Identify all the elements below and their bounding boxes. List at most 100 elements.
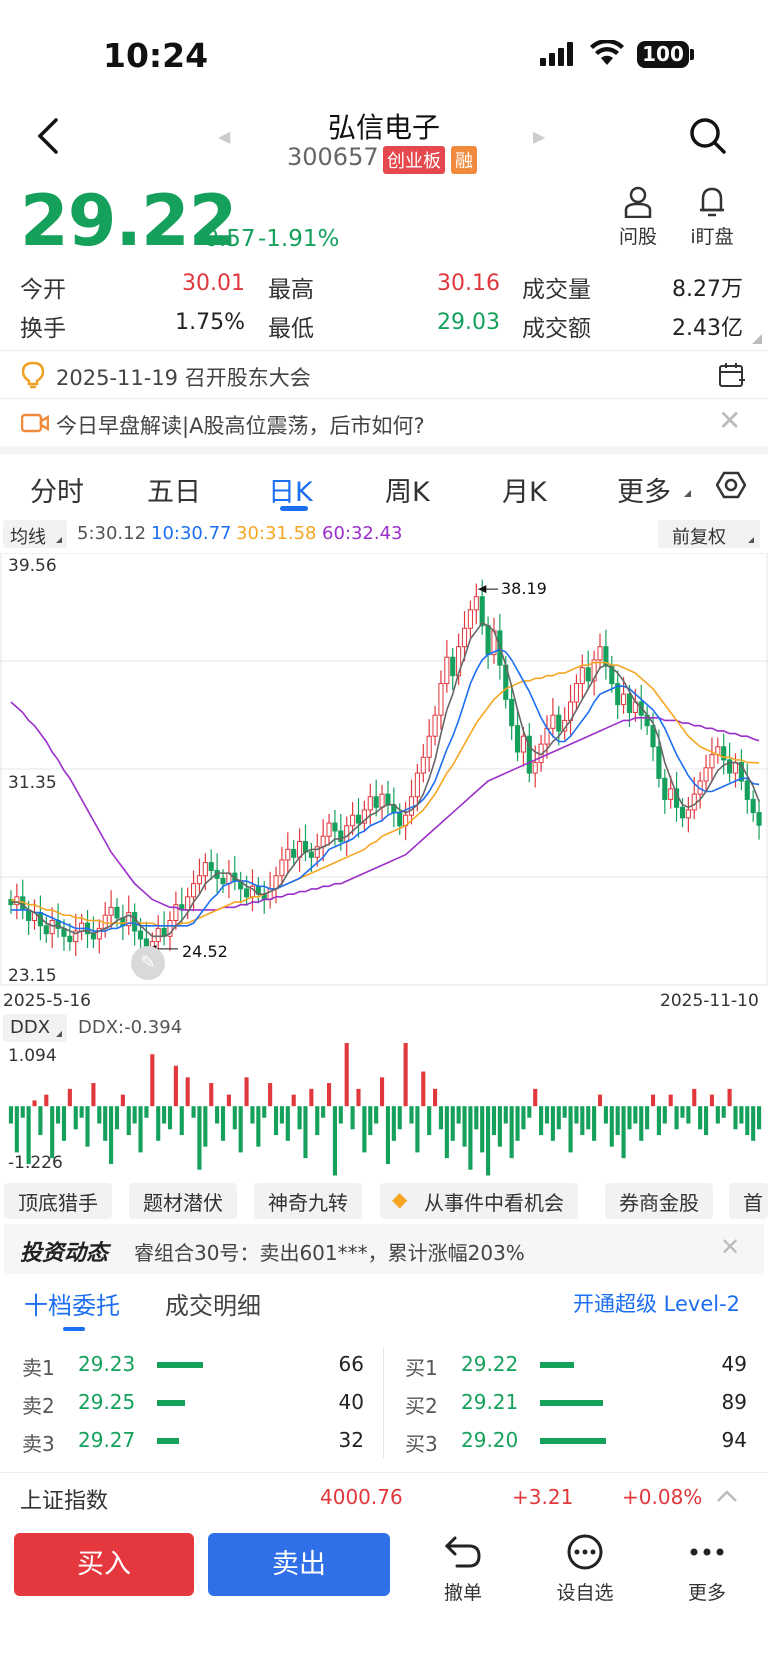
- ddx-bar: [14, 1106, 19, 1153]
- buy-row[interactable]: 买2 29.21 89: [405, 1388, 765, 1418]
- chart-frame: [0, 553, 768, 986]
- candle-body: [691, 793, 697, 811]
- ma-selector[interactable]: 均线: [3, 520, 67, 548]
- search-icon[interactable]: [688, 116, 728, 160]
- ddx-bar: [521, 1106, 526, 1130]
- ddx-bar: [556, 1106, 561, 1130]
- candle-body: [485, 625, 491, 656]
- video-icon: [21, 413, 49, 433]
- pill-theme-ambush[interactable]: 题材潜伏: [129, 1183, 237, 1219]
- candle-body: [450, 656, 456, 677]
- tab-trade-detail[interactable]: 成交明细: [165, 1292, 261, 1320]
- undo-icon: [444, 1536, 481, 1568]
- expand-corner-icon[interactable]: [752, 334, 762, 344]
- buy-row[interactable]: 买3 29.20 94: [405, 1426, 765, 1456]
- adjust-selector[interactable]: 前复权: [658, 520, 760, 548]
- buy-row[interactable]: 买1 29.22 49: [405, 1350, 765, 1380]
- candle-body: [373, 796, 379, 808]
- draw-tool-icon[interactable]: ✎: [131, 946, 165, 980]
- ddx-chart[interactable]: [0, 1043, 768, 1177]
- candle-body: [556, 714, 562, 732]
- index-bar[interactable]: 上证指数 4000.76 +3.21 +0.08%: [0, 1472, 768, 1520]
- tab-monthly-k[interactable]: 月K: [502, 477, 547, 508]
- tab-five-day[interactable]: 五日: [147, 477, 201, 508]
- level2-link[interactable]: 开通超级 Level-2: [573, 1292, 741, 1316]
- candle-body: [208, 862, 214, 871]
- sell-row[interactable]: 卖2 29.25 40: [22, 1388, 382, 1418]
- ddx-bar: [256, 1106, 261, 1147]
- turnover-value: 1.75%: [175, 310, 245, 335]
- ddx-selector[interactable]: DDX: [3, 1014, 67, 1042]
- chevron-up-icon[interactable]: [716, 1489, 738, 1503]
- pill-bottom-hunter[interactable]: 顶底猎手: [4, 1183, 112, 1219]
- notice-video[interactable]: 今日早盘解读|A股高位震荡，后市如何? ✕: [0, 400, 768, 445]
- notice-meeting[interactable]: 2025-11-19 召开股东大会: [0, 352, 768, 397]
- buy-button[interactable]: 买入: [14, 1533, 194, 1596]
- prev-stock-icon[interactable]: ◀: [218, 127, 231, 146]
- tab-ten-level[interactable]: 十档委托: [24, 1292, 120, 1320]
- pill-magic-nine[interactable]: 神奇九转: [254, 1183, 362, 1219]
- stock-code: 300657: [287, 143, 379, 171]
- calendar-add-icon[interactable]: [718, 362, 746, 388]
- watch-button[interactable]: i盯盘: [682, 186, 742, 249]
- battery-icon: 100: [637, 41, 689, 68]
- sell-button[interactable]: 卖出: [208, 1533, 390, 1596]
- ddx-bar: [61, 1106, 67, 1141]
- more-button[interactable]: [672, 1534, 742, 1574]
- ddx-bar: [450, 1106, 455, 1141]
- candle-body: [750, 798, 756, 814]
- candle-body: [685, 809, 691, 819]
- ddx-bar: [26, 1106, 31, 1164]
- back-icon[interactable]: [34, 116, 60, 160]
- ddx-bar: [244, 1077, 249, 1107]
- ddx-bar: [692, 1088, 697, 1107]
- ddx-bar: [562, 1106, 567, 1118]
- sell-volume-bar: [157, 1362, 203, 1368]
- ddx-selector-label: DDX: [10, 1017, 51, 1038]
- tab-more[interactable]: 更多: [617, 477, 671, 508]
- low-marker-label: 24.52: [182, 942, 228, 961]
- ddx-bar: [586, 1106, 591, 1130]
- ddx-bar: [715, 1106, 720, 1124]
- sell-volume-bar: [157, 1438, 179, 1444]
- ddx-bar: [309, 1088, 314, 1107]
- candlestick-chart[interactable]: [0, 553, 768, 986]
- close-icon[interactable]: ✕: [718, 404, 742, 437]
- ddx-bar: [20, 1106, 25, 1118]
- ddx-bar: [686, 1106, 691, 1124]
- sell-row[interactable]: 卖3 29.27 32: [22, 1426, 382, 1456]
- pill-first[interactable]: 首: [729, 1183, 768, 1219]
- ddx-bar: [703, 1106, 709, 1136]
- ddx-bar: [650, 1094, 656, 1107]
- low-label: 最低: [268, 316, 314, 342]
- ask-stock-button[interactable]: 问股: [613, 186, 663, 249]
- ddx-bar: [756, 1106, 762, 1130]
- pill-broker-stocks[interactable]: 券商金股: [605, 1183, 713, 1219]
- candle-body: [573, 683, 580, 703]
- ddx-bar: [645, 1106, 650, 1130]
- tab-weekly-k[interactable]: 周K: [385, 477, 430, 508]
- news-text: 睿组合30号：卖出601***，累计涨幅203%: [134, 1241, 525, 1265]
- next-stock-icon[interactable]: ▶: [533, 127, 546, 146]
- news-bar[interactable]: 投资动态 睿组合30号：卖出601***，累计涨幅203% ✕: [4, 1224, 764, 1274]
- settings-hexagon-icon[interactable]: [716, 470, 746, 500]
- pill-event-opportunity[interactable]: ◆ 从事件中看机会: [380, 1183, 578, 1219]
- ddx-bar: [303, 1106, 308, 1159]
- candle-body: [196, 875, 203, 885]
- cancel-order-button[interactable]: [428, 1534, 498, 1574]
- ddx-bar: [91, 1083, 96, 1107]
- tab-intraday[interactable]: 分时: [30, 477, 84, 508]
- candle-body: [202, 862, 208, 877]
- candle-body: [444, 656, 450, 685]
- ddx-bar: [379, 1077, 385, 1107]
- margin-badge: 融: [451, 146, 477, 174]
- ddx-bar: [615, 1106, 620, 1136]
- close-icon[interactable]: ✕: [720, 1233, 741, 1261]
- add-watchlist-button[interactable]: [550, 1534, 620, 1576]
- candle-body: [73, 930, 79, 943]
- buy-price: 29.20: [461, 1428, 519, 1452]
- ddx-bar: [97, 1106, 102, 1124]
- tab-daily-k[interactable]: 日K: [268, 477, 313, 508]
- candle-body: [361, 809, 367, 824]
- sell-row[interactable]: 卖1 29.23 66: [22, 1350, 382, 1380]
